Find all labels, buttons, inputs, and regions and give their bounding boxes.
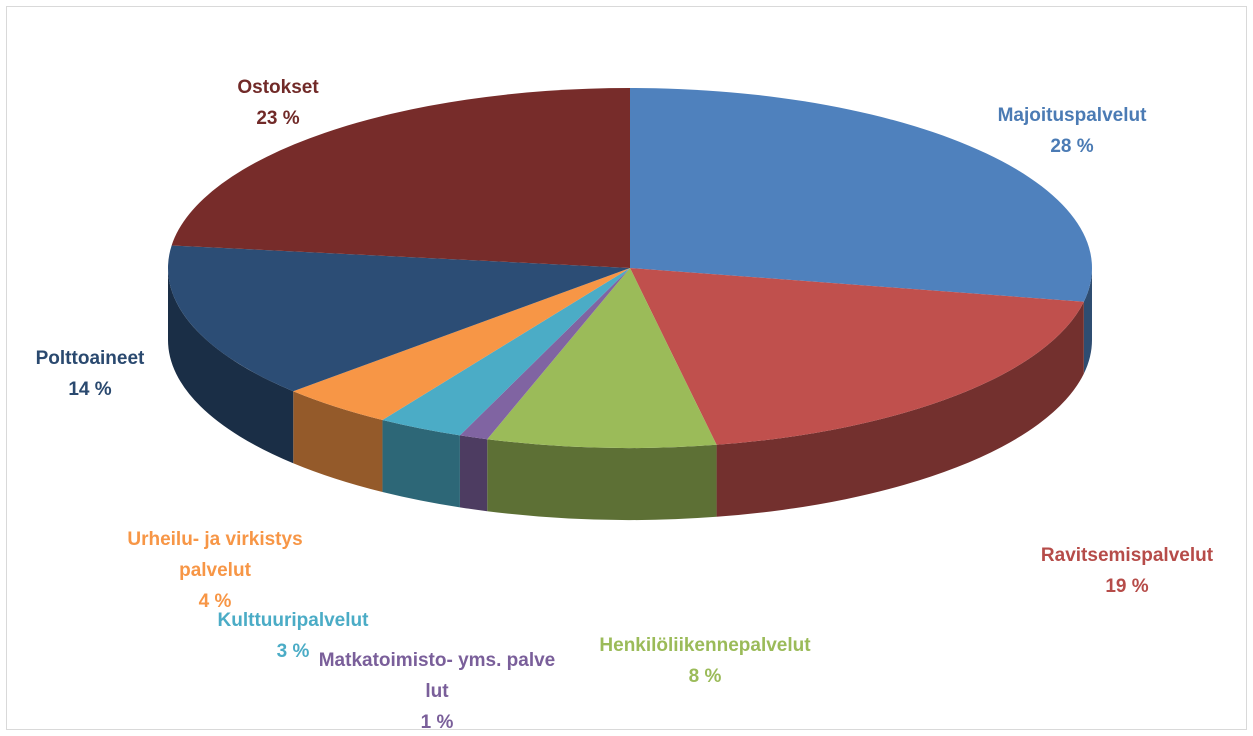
pie-side bbox=[382, 419, 460, 508]
data-label: Urheilu- ja virkistyspalvelut 4 % bbox=[125, 524, 305, 617]
pie-side bbox=[168, 268, 294, 464]
pie-side bbox=[716, 301, 1084, 517]
pie-slice bbox=[382, 268, 630, 436]
pie-side bbox=[293, 391, 383, 492]
value-label: 28 % bbox=[1050, 136, 1094, 157]
data-label: Ravitsemispalvelut 19 % bbox=[997, 540, 1253, 602]
category-label: Kulttuuripalvelut bbox=[217, 610, 369, 631]
value-label: 23 % bbox=[256, 108, 300, 129]
pie-slice bbox=[630, 268, 1084, 445]
value-label: 1 % bbox=[420, 712, 454, 733]
category-label: Ostokset bbox=[237, 77, 319, 98]
pie-slice bbox=[293, 268, 630, 420]
category-label: Polttoaineet bbox=[35, 348, 145, 369]
pie-side bbox=[459, 435, 488, 512]
pie-slice bbox=[168, 245, 630, 392]
value-label: 8 % bbox=[688, 666, 722, 687]
category-label: Matkatoimisto- yms. palvelut bbox=[318, 650, 556, 702]
category-label: Henkilöliikennepalvelut bbox=[599, 635, 811, 656]
pie-slice bbox=[630, 88, 1092, 302]
data-label: Ostokset 23 % bbox=[198, 72, 358, 134]
pie-side bbox=[487, 439, 717, 521]
data-label: Henkilöliikennepalvelut 8 % bbox=[598, 630, 813, 692]
data-label: Polttoaineet 14 % bbox=[10, 343, 170, 405]
pie-side bbox=[1083, 268, 1092, 374]
pie-slice bbox=[171, 88, 630, 268]
value-label: 4 % bbox=[198, 591, 232, 612]
pie-slice bbox=[487, 268, 717, 449]
pie-slice bbox=[459, 268, 630, 440]
category-label: Ravitsemispalvelut bbox=[1040, 545, 1214, 566]
value-label: 14 % bbox=[68, 379, 112, 400]
value-label: 3 % bbox=[276, 641, 310, 662]
data-label: Majoituspalvelut 28 % bbox=[942, 100, 1202, 162]
category-label: Majoituspalvelut bbox=[997, 105, 1147, 126]
data-label: Kulttuuripalvelut 3 % bbox=[193, 605, 393, 667]
category-label: Urheilu- ja virkistyspalvelut bbox=[127, 529, 303, 581]
value-label: 19 % bbox=[1105, 576, 1149, 597]
data-label: Matkatoimisto- yms. palvelut 1 % bbox=[317, 645, 557, 736]
